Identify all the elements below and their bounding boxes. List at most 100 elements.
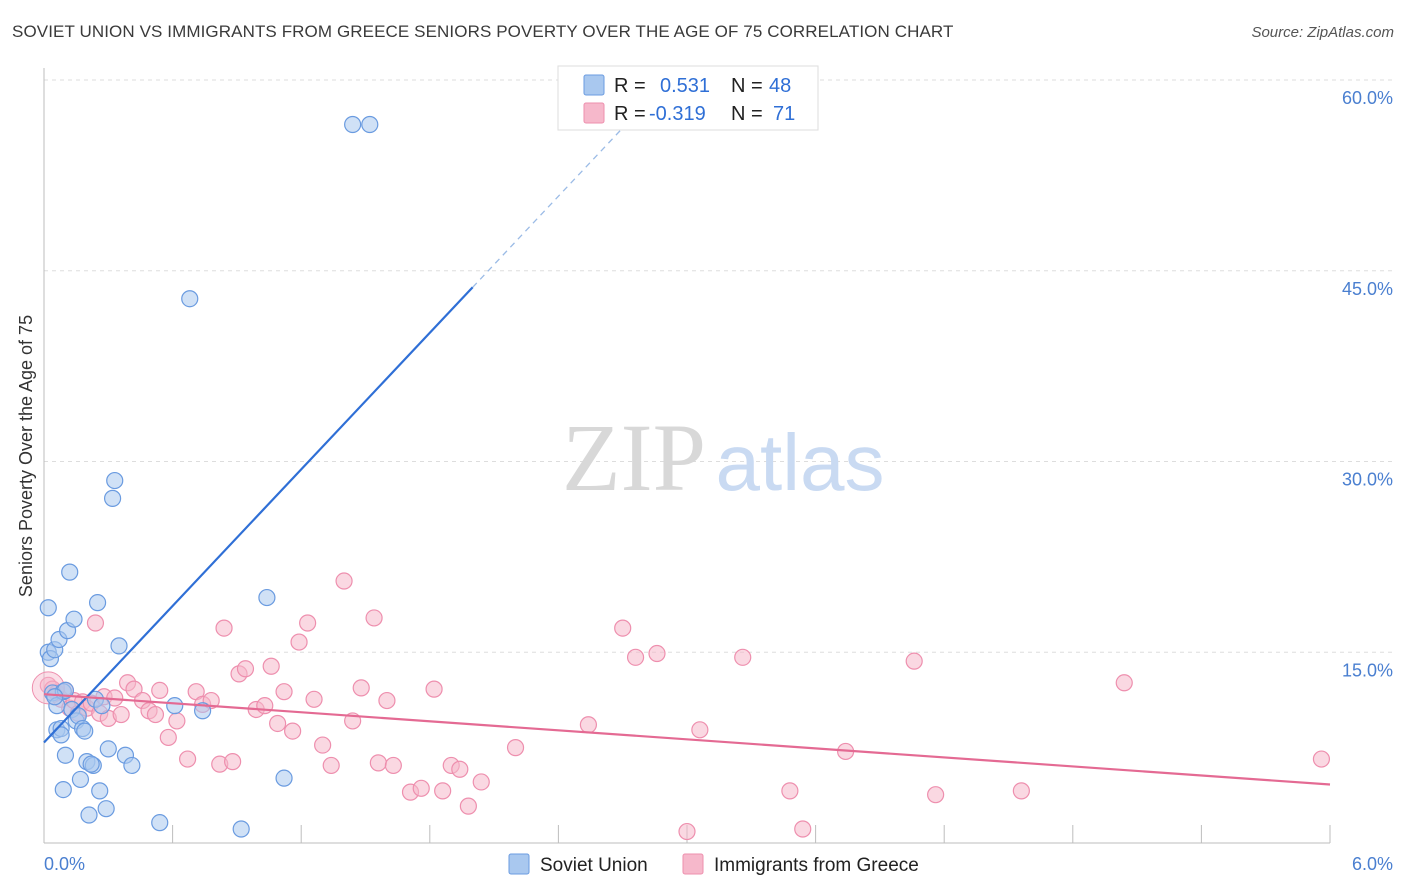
greece-trend-line <box>43 693 1331 786</box>
soviet-union-point <box>275 769 293 787</box>
greece-point <box>927 786 945 804</box>
legend-r-value-1: 0.531 <box>660 75 710 97</box>
soviet-union-point <box>106 471 124 490</box>
soviet-union-point <box>76 722 94 740</box>
soviet-union-point <box>56 746 75 764</box>
greece-point <box>472 773 490 791</box>
greece-point <box>614 619 632 637</box>
greece-point <box>506 739 525 757</box>
legend-swatch-pink <box>583 102 605 124</box>
legend-n-label-2: N = <box>731 103 763 125</box>
soviet-union-point <box>232 820 250 838</box>
soviet-union-trend-line-extension <box>472 127 624 288</box>
bottom-legend-label-greece: Immigrants from Greece <box>714 855 919 876</box>
greece-point <box>179 750 197 768</box>
legend-r-label-2: R = <box>614 103 646 125</box>
soviet-union-point <box>181 290 199 308</box>
legend-r-label-1: R = <box>614 75 646 97</box>
greece-point <box>112 705 130 724</box>
greece-point <box>299 614 317 632</box>
x-tick-label-min: 0.0% <box>44 854 85 874</box>
y-axis-tick-labels: 15.0% 30.0% 45.0% 60.0% <box>1342 88 1393 680</box>
soviet-union-point <box>194 702 212 720</box>
greece-point <box>224 753 242 771</box>
legend-n-value-2: 71 <box>773 103 795 125</box>
y-tick-label: 30.0% <box>1342 470 1393 490</box>
soviet-union-point <box>54 780 72 799</box>
greece-point <box>579 716 598 734</box>
soviet-union-point <box>46 688 64 706</box>
series-legend: Soviet Union Immigrants from Greece <box>508 853 919 876</box>
legend-r-value-2: -0.319 <box>649 103 706 125</box>
trend-lines <box>43 127 1331 786</box>
greece-point <box>86 614 105 632</box>
greece-point <box>305 690 323 708</box>
soviet-union-point <box>82 755 100 773</box>
greece-point <box>734 648 752 666</box>
y-tick-label: 15.0% <box>1342 660 1393 680</box>
greece-point <box>1312 750 1331 768</box>
soviet-union-point <box>123 756 141 775</box>
y-tick-label: 60.0% <box>1342 88 1393 108</box>
greece-point <box>125 680 143 698</box>
soviet-union-point <box>39 599 57 617</box>
soviet-union-point <box>151 814 169 832</box>
greece-point <box>322 756 340 775</box>
greece-point <box>678 822 696 841</box>
greece-point <box>794 820 812 838</box>
soviet-union-point <box>344 115 362 134</box>
chart-title: SOVIET UNION VS IMMIGRANTS FROM GREECE S… <box>12 22 954 41</box>
greece-point <box>434 782 452 800</box>
soviet-union-point <box>80 806 98 824</box>
greece-point <box>384 756 402 775</box>
bottom-legend-label-soviet-union: Soviet Union <box>540 855 648 876</box>
soviet-union-point <box>110 637 128 655</box>
soviet-union-point <box>93 697 111 715</box>
greece-point <box>215 619 233 637</box>
greece-point <box>459 797 477 815</box>
greece-point <box>269 714 287 733</box>
greece-point <box>256 697 274 715</box>
greece-point <box>284 722 302 740</box>
x-axis-ticks <box>172 825 1331 843</box>
soviet-union-point <box>97 800 115 818</box>
greece-point <box>1012 782 1030 800</box>
greece-point <box>648 644 666 663</box>
gridlines <box>44 79 1393 653</box>
greece-point <box>412 779 430 797</box>
y-axis-title: Seniors Poverty Over the Age of 75 <box>16 315 36 597</box>
soviet-union-trend-line <box>43 286 474 744</box>
watermark-atlas: atlas <box>716 418 885 507</box>
greece-point <box>425 680 443 698</box>
soviet-union-point <box>61 563 79 581</box>
greece-point <box>369 754 387 772</box>
watermark-zip: ZIP <box>562 404 706 511</box>
greece-point <box>275 683 293 701</box>
greece-point <box>378 691 396 710</box>
soviet-union-point <box>91 782 109 800</box>
y-tick-label: 45.0% <box>1342 279 1393 299</box>
greece-point <box>451 760 469 778</box>
greece-point <box>626 648 645 666</box>
soviet-union-point <box>99 740 117 758</box>
series-soviet-union <box>39 115 379 838</box>
soviet-union-point <box>103 489 122 507</box>
greece-point <box>168 712 186 730</box>
soviet-union-point <box>52 726 70 744</box>
bottom-legend-swatch-soviet-union <box>508 853 530 875</box>
soviet-union-point <box>258 588 276 607</box>
greece-point <box>262 657 280 675</box>
soviet-union-point <box>88 594 107 612</box>
greece-point <box>146 705 165 724</box>
legend-swatch-blue <box>583 74 605 96</box>
greece-point <box>1115 674 1133 692</box>
greece-point <box>314 736 332 754</box>
greece-point <box>352 679 370 697</box>
x-tick-label-max: 6.0% <box>1352 854 1393 874</box>
greece-point <box>781 782 799 800</box>
bottom-legend-swatch-greece <box>682 853 704 875</box>
legend-n-value-1: 48 <box>769 75 791 97</box>
greece-point <box>159 728 177 747</box>
legend-n-label-1: N = <box>731 75 763 97</box>
